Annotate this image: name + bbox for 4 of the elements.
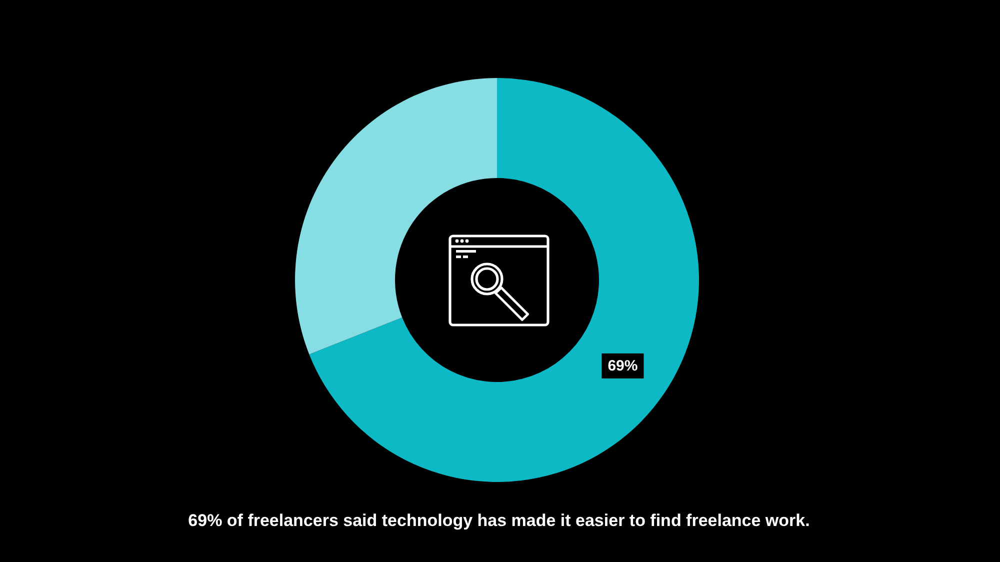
donut-slice (309, 78, 699, 482)
donut-slice (295, 78, 497, 354)
data-label: 69% (608, 357, 638, 374)
text: 69% of freelancers said technology has made it easier to find freelance work. (188, 511, 810, 530)
